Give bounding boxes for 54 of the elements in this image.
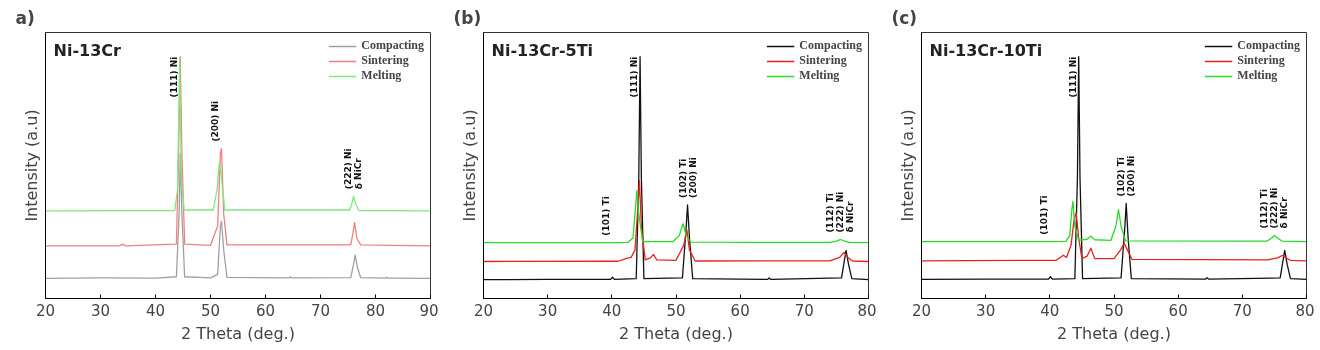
x-tick-label: 30 <box>976 301 996 320</box>
annotation: (112) Ti (222) Ni δ NiCr <box>825 191 856 233</box>
x-tick-label: 50 <box>666 301 686 320</box>
legend-label: Sintering <box>799 53 847 68</box>
x-tick-label: 20 <box>35 301 56 320</box>
y-axis-title: Intensity (a.u) <box>21 109 41 222</box>
annotation: Ni-13Cr <box>53 40 122 60</box>
legend-label: Melting <box>799 68 840 83</box>
x-tick-label: 60 <box>255 301 276 320</box>
x-tick-label: 70 <box>310 301 331 320</box>
x-tick-label: 90 <box>419 301 439 320</box>
x-axis-title: 2 Theta (deg.) <box>1057 323 1171 343</box>
legend-label: Sintering <box>361 53 409 68</box>
annotation: (112) Ti (222) Ni δ NiCr <box>1259 187 1290 229</box>
annotation: (111) Ni <box>629 56 640 98</box>
x-tick-label: 70 <box>1232 301 1252 320</box>
legend-label: Sintering <box>1237 53 1285 68</box>
x-axis-title: 2 Theta (deg.) <box>619 323 733 343</box>
annotation: (101) Ti <box>1039 195 1050 235</box>
y-axis-title: Intensity (a.u) <box>897 109 917 222</box>
x-tick-label: 30 <box>90 301 111 320</box>
x-tick-label: 20 <box>473 301 494 320</box>
legend-label: Compacting <box>799 38 862 53</box>
x-tick-label: 60 <box>730 301 750 320</box>
x-tick-label: 40 <box>602 301 622 320</box>
x-tick-label: 80 <box>857 301 877 320</box>
x-tick-label: 40 <box>1040 301 1060 320</box>
x-tick-label: 60 <box>1168 301 1188 320</box>
annotation: Ni-13Cr-10Ti <box>929 40 1043 60</box>
chart-title: (c) <box>891 7 918 28</box>
annotation: (111) Ni <box>1067 56 1078 98</box>
legend-label: Melting <box>361 68 402 83</box>
annotation: (101) Ti <box>601 196 612 236</box>
y-axis-title: Intensity (a.u) <box>459 109 479 222</box>
annotation: (102) Ti (200) Ni <box>1116 155 1137 197</box>
x-tick-label: 70 <box>794 301 814 320</box>
legend-label: Compacting <box>361 38 424 53</box>
x-tick-label: 40 <box>145 301 166 320</box>
x-tick-label: 80 <box>1295 301 1315 320</box>
x-tick-label: 30 <box>538 301 558 320</box>
x-axis-title: 2 Theta (deg.) <box>181 323 295 343</box>
x-tick-label: 50 <box>1104 301 1124 320</box>
annotation: (111) Ni <box>169 56 180 98</box>
chart-title: a) <box>15 7 35 28</box>
annotation: (200) Ni <box>210 100 221 142</box>
x-tick-label: 50 <box>200 301 221 320</box>
legend-label: Melting <box>1237 68 1278 83</box>
x-tick-label: 20 <box>911 301 932 320</box>
annotation: Ni-13Cr-5Ti <box>491 40 594 60</box>
annotation: (222) Ni δ NiCr <box>343 148 364 190</box>
x-tick-label: 80 <box>365 301 386 320</box>
chart-title: (b) <box>453 7 482 28</box>
legend-label: Compacting <box>1237 38 1300 53</box>
annotation: (102) Ti (200) Ni <box>677 157 698 198</box>
